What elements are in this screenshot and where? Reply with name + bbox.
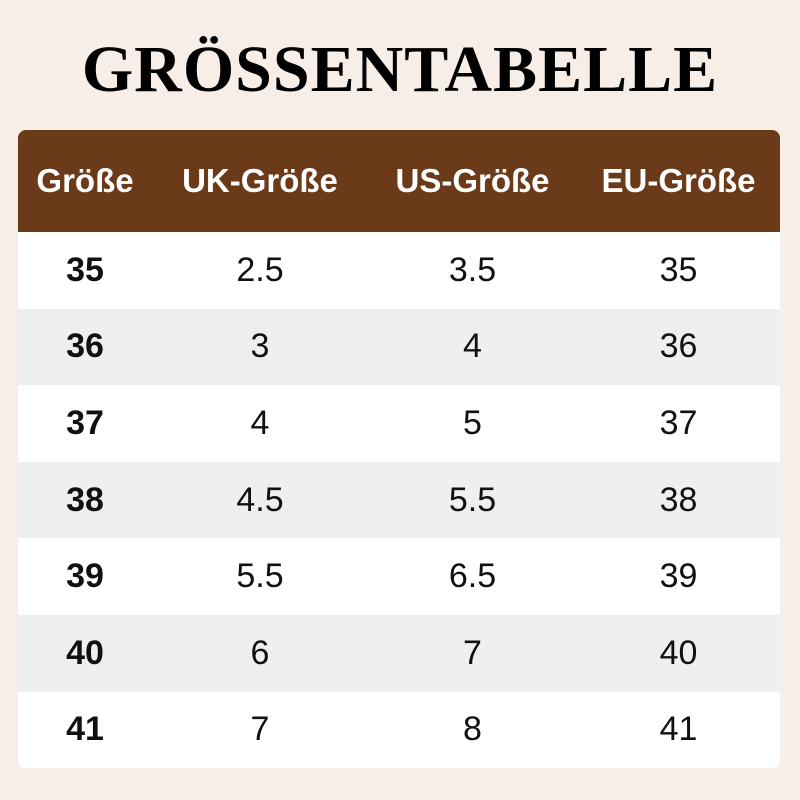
table-cell: 6.5	[448, 557, 497, 596]
column-header: US-Größe	[395, 162, 550, 199]
table-row: 37 4 5 37	[18, 385, 780, 462]
table-cell: 36	[66, 327, 104, 366]
table-cell: 39	[66, 557, 104, 596]
table-row: 35 2.5 3.5 35	[18, 232, 780, 309]
table-cell: 7	[463, 633, 482, 672]
column-header: EU-Größe	[601, 162, 756, 199]
table-row: 39 5.5 6.5 39	[18, 538, 780, 615]
table-cell: 7	[250, 710, 270, 749]
table-cell: 35	[66, 250, 104, 289]
table-cell: 4	[250, 403, 270, 442]
table-row: 36 3 4 36	[18, 308, 780, 386]
table-cell: 5.5	[236, 557, 284, 596]
table-cell: 5	[463, 403, 482, 442]
table-cell: 38	[659, 480, 698, 519]
table-cell: 4.5	[236, 480, 284, 519]
table-cell: 38	[66, 480, 104, 519]
size-table: Größe UK-Größe US-Größe EU-Größe 35 2.5 3.5 35…	[18, 130, 780, 769]
table-cell: 37	[659, 403, 698, 442]
table-cell: 3	[250, 327, 270, 366]
table-cell: 41	[659, 710, 698, 749]
table-cell: 6	[250, 633, 270, 672]
table-cell: 2.5	[236, 250, 284, 289]
column-header: Größe	[36, 162, 134, 199]
table-row: 41 7 8 41	[18, 691, 780, 769]
table-cell: 40	[659, 633, 698, 672]
table-cell: 39	[659, 557, 698, 596]
table-cell: 5.5	[448, 480, 497, 519]
column-header: UK-Größe	[182, 162, 338, 199]
table-row: 40 6 7 40	[18, 614, 780, 692]
table-cell: 4	[463, 327, 482, 366]
table-cell: 3.5	[448, 250, 497, 289]
table-row: 38 4.5 5.5 38	[18, 461, 780, 539]
table-cell: 36	[659, 327, 698, 366]
table-cell: 40	[66, 633, 104, 672]
title: GRÖSSENTABELLE	[81, 33, 719, 106]
table-header: Größe UK-Größe US-Größe EU-Größe	[18, 130, 780, 232]
table-cell: 8	[463, 710, 482, 749]
table-cell: 37	[66, 403, 104, 442]
table-cell: 35	[659, 250, 698, 289]
table-cell: 41	[66, 710, 104, 749]
